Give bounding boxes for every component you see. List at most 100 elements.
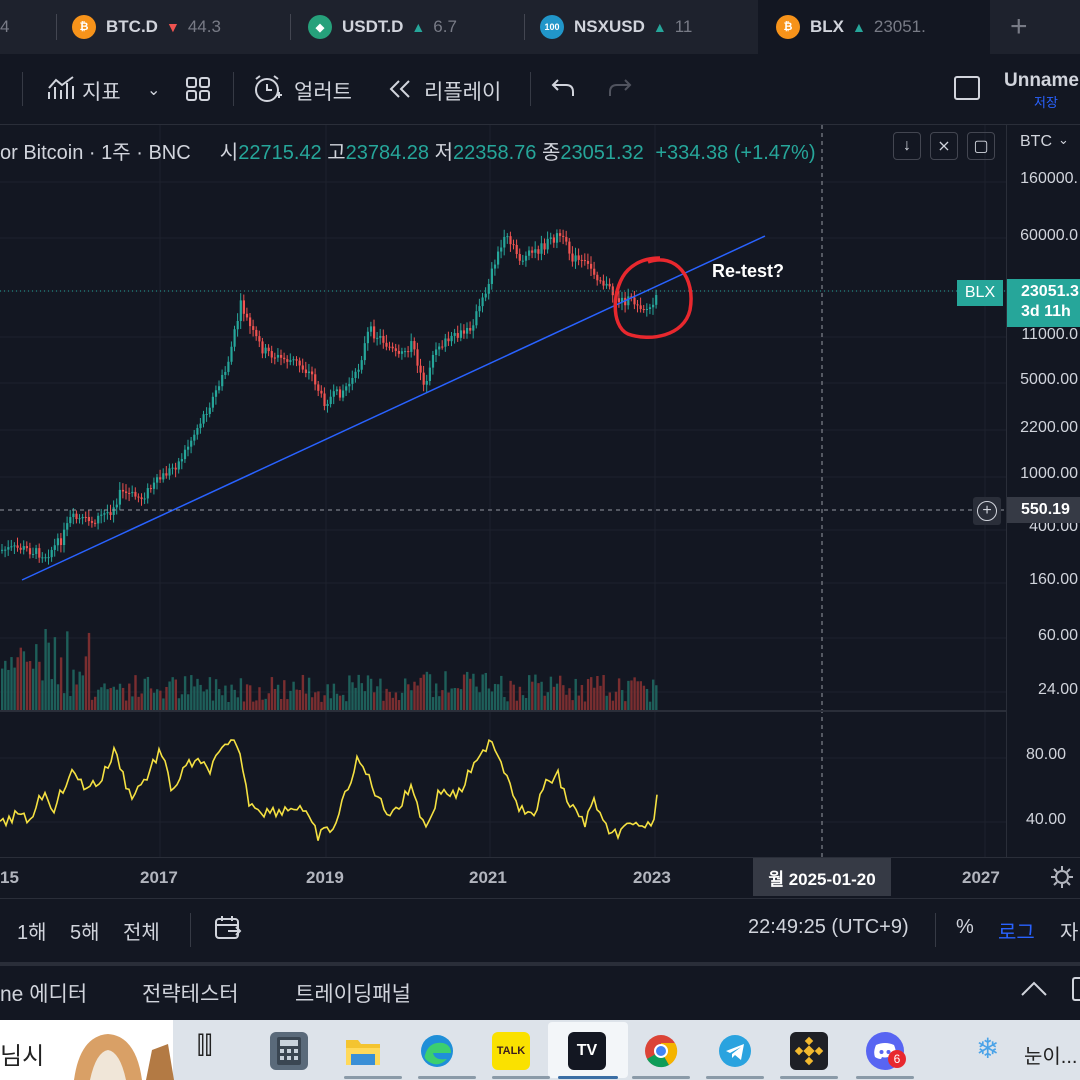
go-to-date-icon[interactable] xyxy=(214,915,242,941)
layout-name[interactable]: Unname xyxy=(1004,70,1079,91)
candle xyxy=(379,335,382,338)
range-all[interactable]: 전체 xyxy=(123,922,160,944)
chevron-down-icon[interactable]: ⌄ xyxy=(1058,132,1069,147)
volume-bar xyxy=(56,684,60,710)
candle xyxy=(22,546,25,550)
annotation-retest[interactable]: Re-test? xyxy=(712,261,785,281)
candle xyxy=(292,359,295,361)
candle xyxy=(351,377,354,384)
replay-button[interactable]: 리플레이 xyxy=(424,81,502,104)
percent-toggle[interactable]: % xyxy=(956,916,974,938)
layout-grid-icon[interactable] xyxy=(185,76,211,102)
new-tab-button[interactable]: + xyxy=(1010,10,1028,43)
settings-gear-icon[interactable] xyxy=(1050,865,1074,889)
candle xyxy=(56,538,59,546)
time-axis[interactable] xyxy=(0,857,1080,898)
volume-bar xyxy=(462,674,466,710)
tab-trading-panel[interactable]: 트레이딩패널 xyxy=(295,983,411,1006)
range-1y[interactable]: 1해 xyxy=(17,922,47,944)
undo-icon[interactable] xyxy=(550,77,576,99)
tab-pine-editor[interactable]: ne 에디터 xyxy=(0,983,88,1006)
telegram-icon[interactable] xyxy=(716,1032,754,1070)
volume-bar xyxy=(236,697,239,710)
tab-blx[interactable]: ₿ BLX ▲ 23051. xyxy=(758,0,990,54)
volume-bar xyxy=(286,699,289,710)
volume-bar xyxy=(289,690,292,710)
price-axis[interactable] xyxy=(1006,125,1080,857)
calculator-icon[interactable] xyxy=(270,1032,308,1070)
tab-nsxusd[interactable]: 100 NSXUSD ▲ 11 xyxy=(540,0,750,54)
low-label: 저 xyxy=(434,142,453,164)
volume-bar xyxy=(438,696,441,710)
candle xyxy=(481,297,484,307)
binance-icon[interactable] xyxy=(790,1032,828,1070)
volume-bar xyxy=(329,698,332,710)
log-toggle[interactable]: 로그 xyxy=(998,922,1035,944)
rewind-icon[interactable] xyxy=(388,79,412,99)
candle xyxy=(447,338,450,342)
open-label: 시 xyxy=(219,142,239,164)
chevron-up-icon[interactable] xyxy=(1020,980,1048,998)
volume-bar xyxy=(103,683,106,710)
candle xyxy=(221,374,224,387)
file-explorer-icon[interactable] xyxy=(344,1032,382,1070)
volume-bar xyxy=(428,674,432,710)
maximize-panel-icon[interactable] xyxy=(1072,977,1080,1001)
redo-icon[interactable] xyxy=(607,77,633,99)
alarm-clock-icon[interactable] xyxy=(252,73,284,105)
volume-bar xyxy=(44,629,47,710)
add-price-button[interactable]: + xyxy=(973,497,1001,525)
volume-bar xyxy=(224,685,227,710)
tab-btcd[interactable]: ₿ BTC.D ▼ 44.3 xyxy=(72,0,282,54)
collapse-icon[interactable]: ⨯ xyxy=(930,132,958,160)
symbol-title[interactable]: or Bitcoin · 1주 · BNC xyxy=(0,142,191,164)
candle xyxy=(304,369,307,374)
volume-bar xyxy=(335,693,339,710)
arrow-down-icon[interactable]: ↓ xyxy=(893,132,921,160)
chart-canvas[interactable] xyxy=(0,125,1006,857)
chart-pane[interactable]: Re-test? xyxy=(0,125,1006,857)
candle xyxy=(187,446,190,450)
tab-usdtd[interactable]: ◆ USDT.D ▲ 6.7 xyxy=(308,0,518,54)
candle xyxy=(345,386,348,391)
snowflake-weather-icon[interactable]: ❄ xyxy=(976,1033,1000,1064)
candle xyxy=(13,545,16,547)
volume-bar xyxy=(518,686,522,710)
tab-strategy-tester[interactable]: 전략테스터 xyxy=(142,983,239,1006)
candle xyxy=(444,338,447,347)
candle xyxy=(369,326,373,332)
tab-partial[interactable]: 4 xyxy=(0,0,56,54)
task-view-icon[interactable]: ⫿⫿ xyxy=(197,1032,213,1059)
indicators-button[interactable]: 지표 xyxy=(82,81,121,104)
rsi-tick: 40.00 xyxy=(1025,811,1066,828)
tradingview-icon[interactable]: TV xyxy=(568,1032,606,1070)
range-5y[interactable]: 5해 xyxy=(70,922,100,944)
auto-toggle[interactable]: 자 xyxy=(1060,922,1079,944)
volume-bar xyxy=(264,698,267,710)
fullscreen-icon[interactable] xyxy=(954,76,980,100)
chrome-icon[interactable] xyxy=(642,1032,680,1070)
chevron-down-icon[interactable]: ⌄ xyxy=(147,82,161,99)
volume-bar xyxy=(493,683,497,710)
volume-bar xyxy=(481,674,484,710)
save-label[interactable]: 저장 xyxy=(1034,95,1058,110)
kakaotalk-icon[interactable]: TALK xyxy=(492,1032,530,1070)
volume-bar xyxy=(512,684,515,710)
rsi-line xyxy=(0,738,658,841)
clock-display[interactable]: 22:49:25 (UTC+9) xyxy=(748,916,909,938)
weather-text[interactable]: 눈이... xyxy=(1024,1046,1078,1068)
volume-bar xyxy=(394,692,398,710)
volume-bar xyxy=(509,680,512,710)
currency-selector[interactable]: BTC xyxy=(1020,133,1052,150)
search-box[interactable]: 님시 xyxy=(0,1020,174,1080)
edge-browser-icon[interactable] xyxy=(418,1032,456,1070)
tab-value: 11 xyxy=(674,17,693,36)
volume-bar xyxy=(444,671,447,710)
volume-bar xyxy=(416,685,419,710)
volume-bar xyxy=(627,680,630,710)
candle xyxy=(466,327,469,334)
candle xyxy=(168,468,171,476)
maximize-icon[interactable]: ▢ xyxy=(967,132,995,160)
alerts-button[interactable]: 얼러트 xyxy=(294,81,352,104)
indicators-icon[interactable] xyxy=(46,74,76,104)
